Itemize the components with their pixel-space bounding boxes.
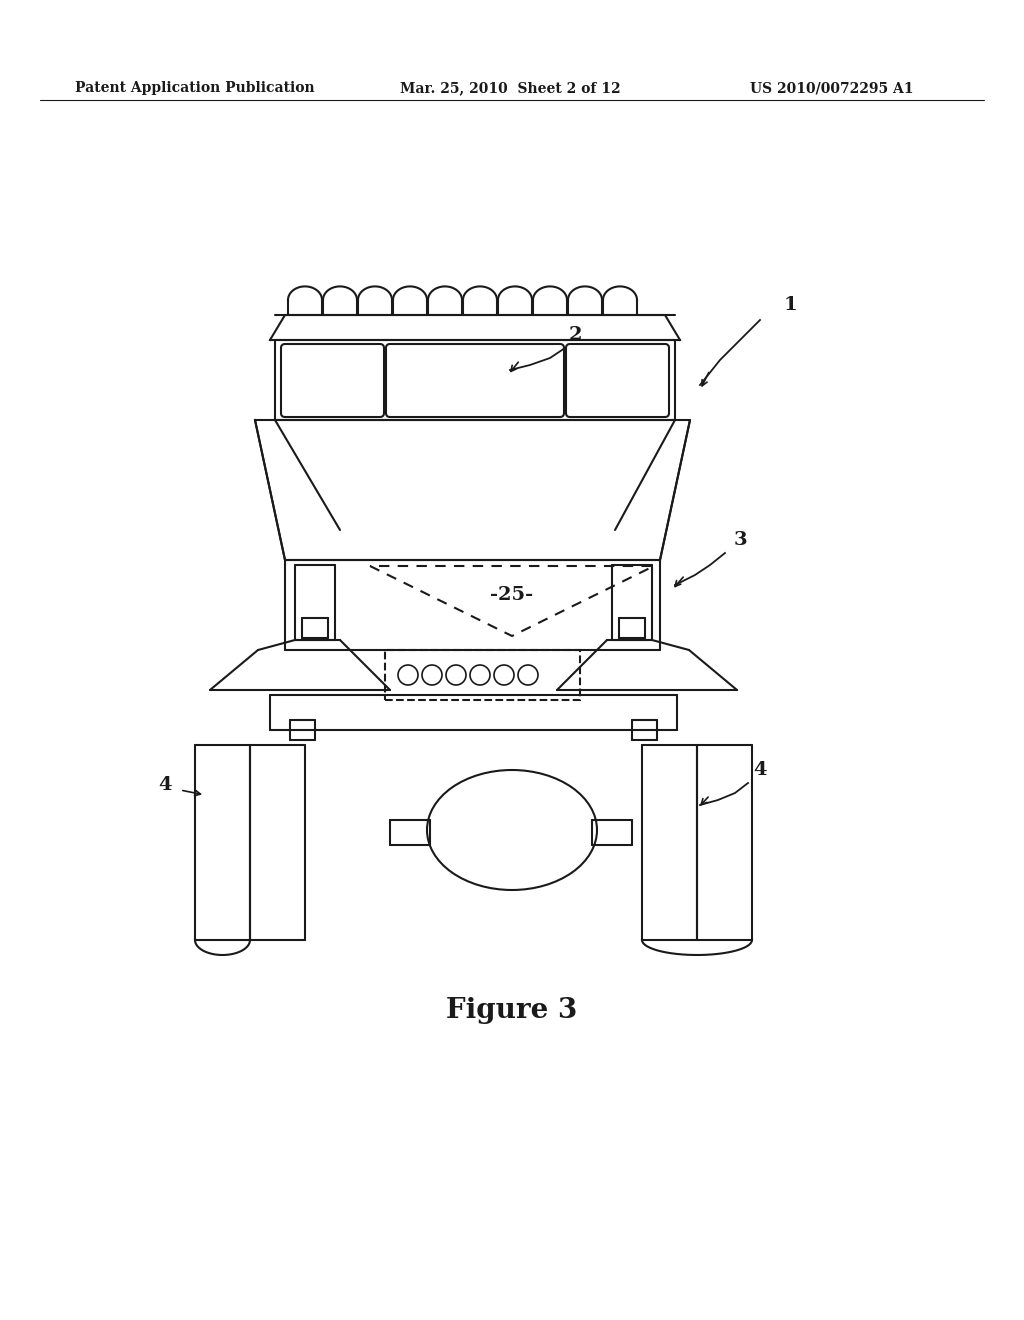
Ellipse shape [427,770,597,890]
Circle shape [518,665,538,685]
Text: 4: 4 [159,776,172,795]
Bar [385,649,580,700]
Circle shape [446,665,466,685]
FancyBboxPatch shape [281,345,384,417]
Text: 4: 4 [754,762,767,779]
Circle shape [398,665,418,685]
Text: Patent Application Publication: Patent Application Publication [75,81,314,95]
Text: 2: 2 [568,326,582,345]
Text: Figure 3: Figure 3 [446,997,578,1023]
Circle shape [422,665,442,685]
Text: -25-: -25- [490,586,534,605]
Circle shape [494,665,514,685]
FancyBboxPatch shape [386,345,564,417]
FancyBboxPatch shape [566,345,669,417]
Circle shape [470,665,490,685]
Text: 1: 1 [783,296,797,314]
Text: 3: 3 [733,531,746,549]
Text: US 2010/0072295 A1: US 2010/0072295 A1 [750,81,913,95]
Text: Mar. 25, 2010  Sheet 2 of 12: Mar. 25, 2010 Sheet 2 of 12 [400,81,621,95]
